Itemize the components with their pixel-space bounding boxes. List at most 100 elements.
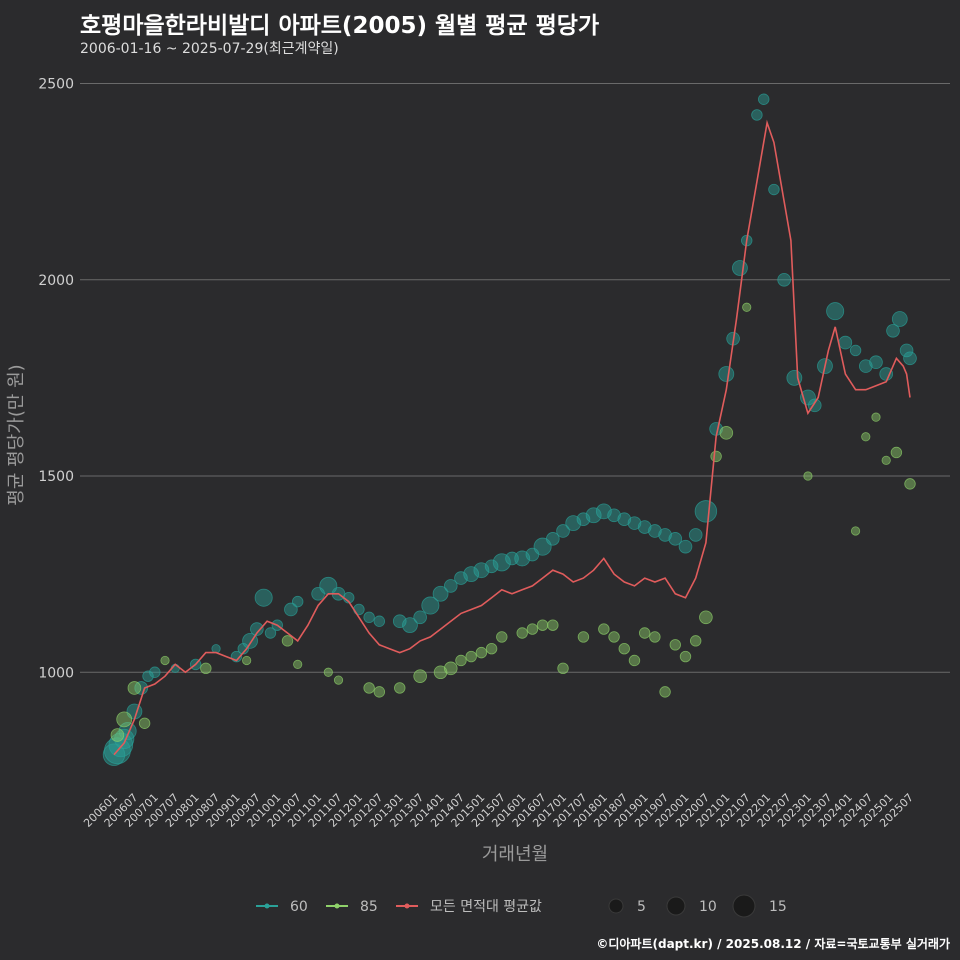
bubble-60 [886, 324, 900, 338]
bubble-85 [669, 639, 681, 651]
x-axis-label: 거래년월 [482, 844, 548, 865]
bubble-60 [484, 559, 499, 574]
y-tick-label: 2500 [38, 77, 74, 93]
bubble-85 [659, 686, 671, 698]
bubble-85 [373, 686, 386, 698]
x-tick-labels: 2006012006072007012007072008012008072009… [81, 791, 916, 830]
bubble-85 [485, 643, 498, 655]
bubble-85 [475, 646, 488, 659]
bubble-85 [881, 455, 891, 465]
bubble-60 [777, 272, 791, 287]
bubble-60 [413, 610, 427, 625]
bubble-85 [323, 667, 333, 677]
bubble-60 [668, 532, 683, 546]
bubble-60 [758, 93, 770, 105]
bubble-85 [850, 526, 861, 536]
bubble-85 [496, 631, 508, 643]
bubble-60 [291, 595, 304, 608]
bubble-60 [363, 611, 375, 624]
bubble-85 [618, 643, 630, 655]
chart-subtitle: 2006-01-16 ~ 2025-07-29(최근계약일) [80, 41, 339, 57]
bubble-60 [891, 311, 908, 327]
bubble-85 [904, 478, 916, 490]
bubble-60 [373, 615, 386, 627]
bubble-60 [899, 343, 914, 358]
bubble-60 [903, 351, 917, 366]
bubble-85 [443, 661, 458, 676]
size-legend-label: 5 [637, 899, 646, 915]
bubble-85 [116, 711, 133, 728]
legend-label: 모든 면적대 평균값 [430, 899, 542, 915]
bubble-85 [689, 635, 702, 647]
bubble-60 [533, 537, 552, 556]
bubble-60 [768, 183, 780, 196]
legend-label: 85 [360, 899, 378, 915]
bubble-markers [102, 93, 917, 766]
bubble-85 [803, 471, 813, 481]
bubble-85 [455, 654, 467, 667]
bubble-60 [637, 520, 652, 534]
bubble-60 [688, 528, 703, 542]
bubble-85 [871, 412, 881, 422]
bubble-60 [576, 512, 591, 526]
legend-label: 60 [290, 899, 308, 915]
y-tick-label: 2000 [38, 273, 74, 289]
bubble-60 [250, 622, 264, 636]
bubble-60 [627, 516, 642, 530]
bubble-60 [392, 614, 407, 629]
bubble-60 [826, 302, 845, 321]
bubble-85 [333, 675, 344, 685]
bubble-85 [127, 681, 142, 695]
bubble-60 [838, 335, 853, 350]
size-legend-label: 15 [769, 899, 787, 915]
bubble-85 [699, 610, 713, 625]
bubble-85 [465, 650, 477, 663]
legend-key-dot [404, 903, 410, 909]
bubble-85 [160, 655, 170, 666]
y-tick-label: 1000 [38, 665, 74, 681]
bubble-60 [492, 553, 511, 572]
bubble-85 [413, 669, 427, 683]
bubble-60 [556, 524, 570, 538]
bubble-85 [526, 623, 539, 635]
bubble-85 [293, 659, 303, 670]
bubble-85 [536, 619, 549, 631]
bubble-60 [264, 627, 277, 639]
bubble-60 [421, 596, 440, 615]
bubble-60 [463, 566, 480, 583]
average-price-line [113, 119, 911, 756]
bubble-85 [110, 728, 125, 742]
bubble-85 [138, 717, 151, 729]
bubble-85 [242, 655, 252, 666]
bubble-85 [742, 302, 752, 312]
bubble-60 [678, 539, 693, 554]
bubble-60 [142, 670, 154, 682]
bubble-60 [149, 666, 161, 678]
bubble-60 [211, 644, 221, 654]
bubble-85 [577, 631, 590, 643]
bubble-85 [861, 432, 871, 442]
bubble-85 [547, 619, 559, 631]
bubble-60 [607, 508, 621, 523]
bubble-85 [557, 662, 569, 675]
bubble-60 [402, 617, 418, 634]
bubble-60 [658, 528, 672, 542]
bubble-85 [281, 635, 294, 647]
bubble-60 [849, 344, 862, 357]
bubble-85 [649, 631, 661, 643]
footer-credit: ©디아파트(dapt.kr) / 2025.08.12 / 자료=국토교통부 실… [596, 937, 950, 951]
bubble-85 [679, 650, 692, 663]
bubble-85 [638, 627, 651, 639]
grid-lines [80, 83, 950, 673]
chart-title: 호평마을한라비발디 아파트(2005) 월별 평균 평당가 [80, 13, 600, 39]
bubble-60 [454, 571, 468, 585]
bubble-85 [363, 682, 375, 694]
y-tick-labels: 1000 1500 2000 2500 [38, 77, 74, 682]
bubble-60 [858, 359, 873, 373]
y-tick-label: 1500 [38, 469, 74, 485]
size-legend-circle [666, 896, 686, 916]
bubble-85 [710, 450, 722, 463]
bubble-85 [200, 662, 212, 675]
bubble-60 [353, 603, 365, 616]
